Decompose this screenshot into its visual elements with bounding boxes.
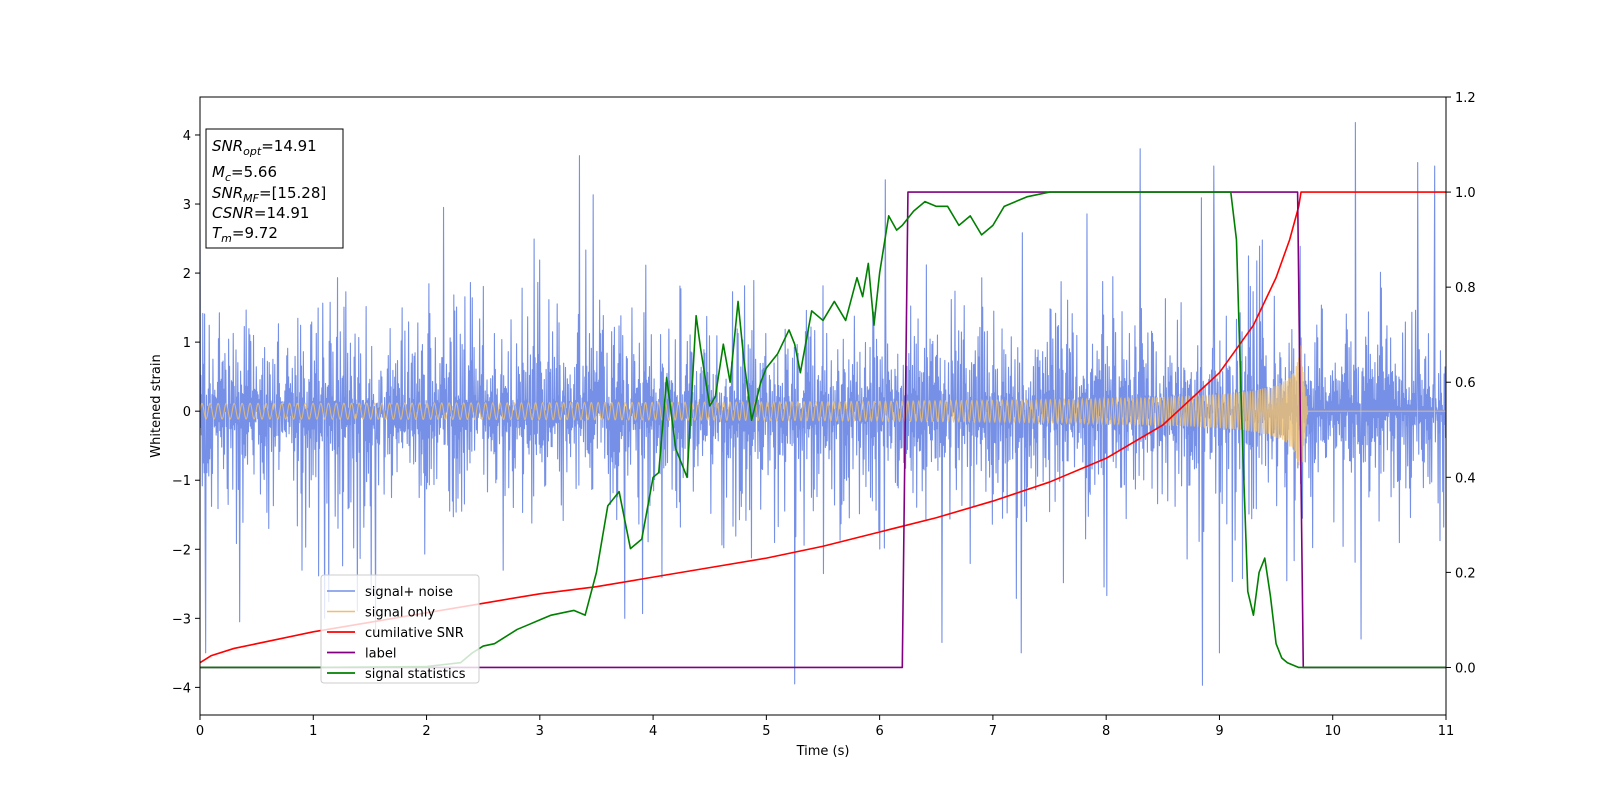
annotation-line: SNRMF=[15.28]	[212, 184, 326, 205]
annotation-value: =5.66	[231, 163, 277, 181]
x-tick-label: 4	[649, 724, 657, 739]
y-tick-label: 3	[183, 198, 191, 213]
x-tick-label: 2	[422, 724, 430, 739]
y-axis-left: −4 −3 −2 −1 0 1 2 3 4	[172, 129, 200, 696]
x-tick-label: 3	[536, 724, 544, 739]
y2-tick-label: 1.2	[1455, 91, 1476, 106]
x-axis-label: Time (s)	[796, 744, 850, 759]
annotation-symbol: M	[212, 163, 225, 181]
annotation-subscript: MF	[243, 192, 259, 205]
series-signal-only-line	[200, 345, 1446, 466]
annotation-symbol: T	[212, 224, 223, 242]
y2-tick-label: 0.2	[1455, 566, 1476, 581]
x-tick-label: 9	[1215, 724, 1223, 739]
annotation-frame	[205, 128, 344, 249]
legend-entry-label: label	[365, 647, 396, 662]
annotation-subscript: m	[221, 232, 232, 245]
x-tick-label: 5	[762, 724, 770, 739]
y2-tick-label: 0.0	[1455, 661, 1476, 676]
annotation-line: Mc=5.66	[212, 163, 277, 184]
y2-tick-label: 0.4	[1455, 471, 1476, 486]
x-tick-label: 6	[875, 724, 883, 739]
y2-tick-label: 1.0	[1455, 186, 1476, 201]
legend-entry-label: signal statistics	[365, 667, 466, 682]
legend: signal+ noise signal only cumilative SNR la…	[320, 574, 480, 684]
annotation-subscript: c	[225, 171, 231, 184]
legend-entry-label: signal only	[365, 606, 435, 621]
axes-frame	[199, 96, 1447, 716]
x-tick-label: 7	[989, 724, 997, 739]
y-axis-right: 0.0 0.2 0.4 0.6 0.8 1.0 1.2	[1446, 91, 1476, 676]
y-tick-label: −4	[172, 681, 191, 696]
y2-tick-label: 0.6	[1455, 376, 1476, 391]
x-tick-label: 1	[309, 724, 317, 739]
x-tick-label: 8	[1102, 724, 1110, 739]
legend-entry-label: cumilative SNR	[365, 626, 464, 641]
y2-tick-label: 0.8	[1455, 281, 1476, 296]
annotation-symbol: SNR	[212, 184, 243, 202]
y-tick-label: 1	[183, 336, 191, 351]
annotation-symbol: CSNR	[212, 204, 254, 222]
x-tick-label: 0	[196, 724, 204, 739]
annotation-line: Tm=9.72	[212, 224, 278, 245]
y-tick-label: −2	[172, 543, 191, 558]
annotation-value: =9.72	[232, 224, 278, 242]
x-axis: 0 1 2 3 4 5 6 7 8 9 10 11	[196, 715, 1454, 739]
y-tick-label: −1	[172, 474, 191, 489]
annotation-symbol: SNR	[212, 137, 243, 155]
legend-frame	[320, 574, 480, 684]
y-tick-label: 2	[183, 267, 191, 282]
annotation-value: =[15.28]	[259, 184, 326, 202]
annotation-line: SNRopt=14.91	[212, 137, 317, 158]
y-tick-label: 0	[183, 405, 191, 420]
x-tick-label: 10	[1324, 724, 1341, 739]
annotation-value: =14.91	[261, 137, 317, 155]
x-tick-label: 11	[1438, 724, 1455, 739]
annotation-subscript: opt	[243, 145, 262, 158]
annotation-value: =14.91	[254, 204, 310, 222]
annotation-line: CSNR=14.91	[212, 204, 309, 222]
series-signal-statistics-line	[200, 191, 1446, 669]
y-tick-label: −3	[172, 612, 191, 627]
stats-annotation-box: SNRopt=14.91Mc=5.66SNRMF=[15.28]CSNR=14.…	[205, 128, 344, 249]
y-axis-label: Whitened strain	[149, 354, 164, 457]
y-tick-label: 4	[183, 129, 191, 144]
legend-entry-label: signal+ noise	[365, 585, 453, 600]
series-signal-noise-line	[200, 122, 1446, 686]
